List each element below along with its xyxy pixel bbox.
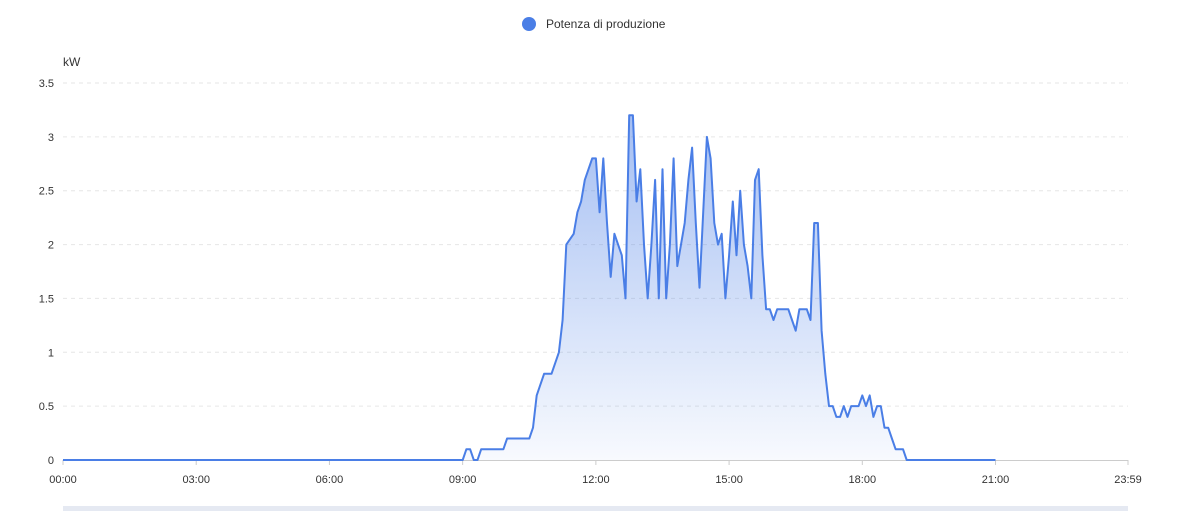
x-tick-label: 09:00: [449, 474, 477, 486]
y-tick-label: 1.5: [39, 293, 54, 305]
x-tick-label: 23:59: [1114, 474, 1142, 486]
series-area: [63, 115, 996, 461]
legend-label: Potenza di produzione: [546, 17, 666, 31]
y-tick-label: 3: [48, 132, 54, 144]
x-tick-label: 00:00: [49, 474, 77, 486]
y-tick-label: 1: [48, 347, 54, 359]
y-tick-label: 2.5: [39, 186, 54, 198]
grid-lines: [63, 82, 1128, 407]
x-tick-label: 18:00: [849, 474, 877, 486]
x-tick-label: 15:00: [715, 474, 743, 486]
y-tick-label: 2: [48, 240, 54, 252]
zoom-slider-track[interactable]: [63, 506, 1128, 511]
legend-marker: [522, 17, 536, 31]
y-axis-ticks: 0 0.5 1 1.5 2 2.5 3 3.5: [39, 78, 54, 467]
x-tick-label: 21:00: [982, 474, 1010, 486]
y-axis-unit: kW: [63, 55, 81, 69]
series-group: [63, 114, 996, 461]
chart-legend[interactable]: Potenza di produzione: [522, 17, 665, 31]
x-tick-label: 12:00: [582, 474, 610, 486]
y-tick-label: 0: [48, 455, 54, 467]
y-tick-label: 0.5: [39, 401, 54, 413]
y-tick-label: 3.5: [39, 78, 54, 90]
x-tick-label: 06:00: [316, 474, 344, 486]
series-line: [63, 114, 996, 461]
x-tick-label: 03:00: [182, 474, 210, 486]
x-axis: 00:00 03:00 06:00 09:00 12:00 15:00 18:00 21:00…: [49, 460, 1142, 486]
